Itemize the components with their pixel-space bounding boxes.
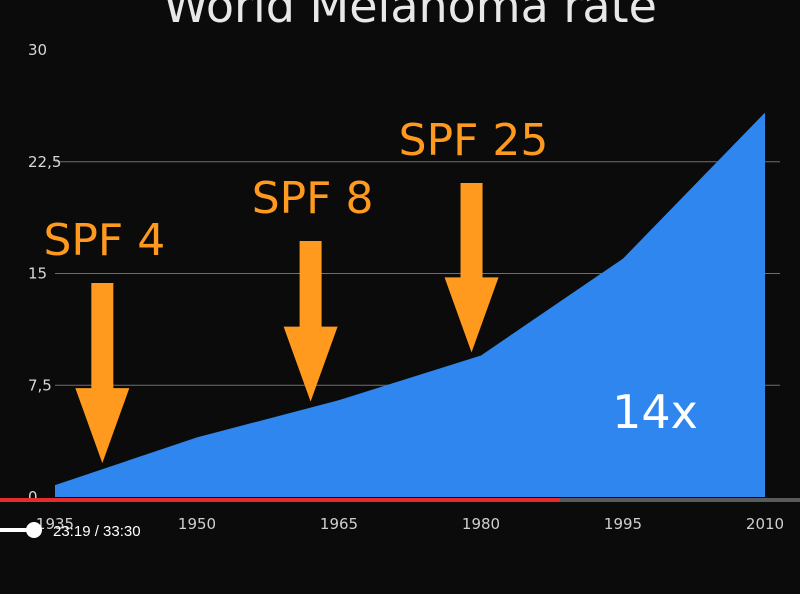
annotations: SPF 4 SPF 8 SPF 25 (43, 115, 549, 464)
down-arrow (283, 241, 338, 402)
spf-label: SPF 25 (399, 115, 549, 166)
down-arrow (444, 183, 499, 353)
x-tick-label: 1950 (178, 515, 216, 533)
x-tick-label: 1935 (36, 515, 74, 533)
growth-callout: 14x (612, 385, 698, 439)
y-tick-label: 30 (28, 41, 47, 59)
x-tick-label: 2010 (746, 515, 784, 533)
y-axis: 0 7,5 15 22,5 30 (28, 41, 61, 506)
progress-played (0, 498, 560, 502)
video-player-controls: 23:19 / 33:30 (0, 498, 800, 540)
area-series (54, 112, 766, 497)
spf-label: SPF 4 (43, 215, 165, 266)
x-axis: 1935 1950 1965 1980 1995 2010 (36, 515, 784, 533)
x-tick-label: 1980 (462, 515, 500, 533)
y-tick-label: 15 (28, 265, 47, 283)
down-arrow (75, 283, 130, 464)
y-tick-label: 0 (28, 488, 38, 506)
scrubber-track[interactable] (0, 528, 30, 532)
spf-label: SPF 8 (252, 173, 374, 224)
scrubber-handle[interactable] (26, 522, 42, 538)
chart-title: World Melanoma rate (163, 0, 657, 33)
x-tick-label: 1995 (604, 515, 642, 533)
y-tick-label: 7,5 (28, 376, 52, 394)
x-tick-label: 1965 (320, 515, 358, 533)
time-display: 23:19 / 33:30 (53, 523, 141, 540)
area-fill (55, 112, 765, 497)
y-tick-label: 22,5 (28, 153, 61, 171)
